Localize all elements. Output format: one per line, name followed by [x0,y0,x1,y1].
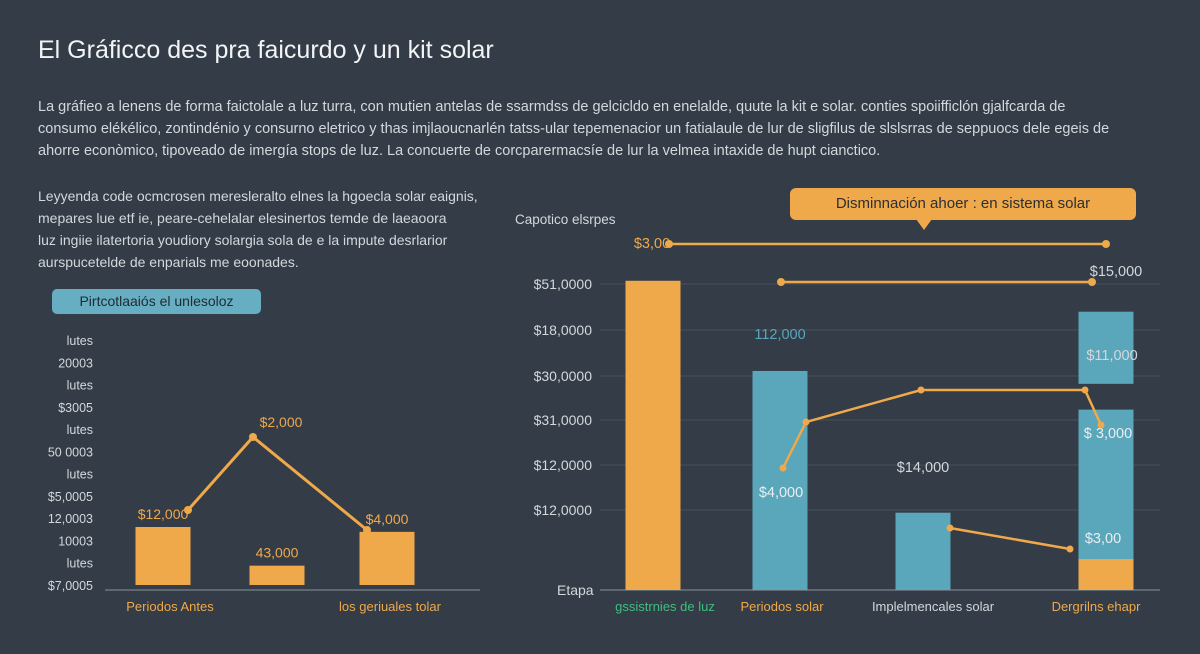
right-bar-value-label: $14,000 [897,460,949,476]
callout-box: Disminnación ahoer : en sistema solar [790,188,1136,220]
right-bar-value-label: $15,000 [1090,264,1142,280]
right-y-tick-label: $51,0000 [534,276,593,292]
right-line-point [946,524,954,532]
left-bar-value-label: $4,000 [366,511,409,527]
left-bar [135,527,191,585]
left-bar-value-label: $12,000 [138,506,189,522]
left-x-tick-label: Periodos Antes [126,599,214,614]
left-trend-line [186,434,368,532]
page-title: El Gráficco des pra faicurdo y un kit so… [38,36,494,64]
right-line-series [781,388,1103,469]
right-line-point [917,386,925,394]
left-y-tick-label: lutes [67,423,93,437]
legend-line: luz ingiie ilatertoria youdiory solargia… [38,232,448,248]
right-line-point [665,240,673,248]
left-y-tick-label: $7,0005 [48,579,93,593]
left-trend-point [249,433,257,441]
right-line-point [1102,240,1110,248]
left-line-label: $2,000 [260,414,303,430]
right-line-point [777,278,785,286]
intro-paragraph: La gráfieo a lenens de forma faictolale … [38,96,1163,162]
right-line-point [1081,386,1089,394]
left-y-tick-label: 20003 [58,356,93,370]
right-bar-value-label: $3,00 [1085,531,1121,547]
right-y-tick-label: $12,0000 [534,502,593,518]
left-trend-point [363,526,371,534]
right-line-series [949,526,1071,551]
right-line-point [1097,421,1105,429]
callout-pointer [916,219,932,230]
left-y-tick-label: lutes [67,468,93,482]
right-x-tick-label: Dergrilns ehapr [1052,599,1142,614]
right-bar [1078,559,1134,590]
right-y-axis-title: Capotico elsrpes [515,212,616,227]
right-bar [625,280,681,590]
right-bar-value-label: $3,00 [634,236,670,252]
left-y-tick-label: lutes [67,334,93,348]
intro-line: consumo elékélico, zontindénio y consurn… [38,121,1110,137]
intro-line: La gráfieo a lenens de forma faictolale … [38,99,1066,115]
right-annotation: $4,000 [759,485,803,501]
right-line-point [1088,278,1096,286]
right-x-tick-label: gssistrnies de luz [615,599,715,614]
left-y-tick-label: $3005 [58,401,93,415]
left-trend-point [184,506,192,514]
right-x-tick-label: Periodos solar [740,599,824,614]
right-y-tick-label: $12,0000 [534,457,593,473]
right-y-tick-label: $18,0000 [534,322,593,338]
right-line-point [802,418,810,426]
right-annotation: $ 3,000 [1084,426,1132,442]
right-x-axis-title: Etapa [557,582,594,598]
left-chart-label: Pirtcotlaaiós el unlesoloz [52,289,261,314]
left-y-tick-label: 12,0003 [48,512,93,526]
left-y-tick-label: $5,0005 [48,490,93,504]
right-y-tick-label: $31,0000 [534,412,593,428]
right-bar [1078,311,1134,384]
left-bar [359,531,415,585]
right-bar [752,370,808,590]
right-line-point [779,464,787,472]
left-y-tick-label: 10003 [58,534,93,548]
right-bar [895,512,951,590]
left-y-tick-label: lutes [67,557,93,571]
intro-line: ahorre econòmico, tipoveado de imergía s… [38,143,881,159]
left-x-tick-label: los geriuales tolar [339,599,442,614]
right-line-point [1066,545,1074,553]
legend-paragraph: Leyyenda code ocmcrosen meresleralto eln… [38,185,488,273]
right-y-tick-label: $30,0000 [534,368,593,384]
left-bar-value-label: 43,000 [256,545,299,561]
left-y-tick-label: 50 0003 [48,445,93,459]
right-bar-value-label: $11,000 [1086,348,1137,364]
left-y-tick-label: lutes [67,379,93,393]
right-bar-value-label: 112,000 [754,327,805,343]
left-bar [249,565,305,585]
legend-line: aurspucetelde de enparials me eoonades. [38,254,299,270]
right-x-tick-label: Implelmencales solar [872,599,995,614]
legend-line: mepares lue etf ie, peare-cehelalar eles… [38,210,447,226]
legend-line: Leyyenda code ocmcrosen meresleralto eln… [38,188,478,204]
